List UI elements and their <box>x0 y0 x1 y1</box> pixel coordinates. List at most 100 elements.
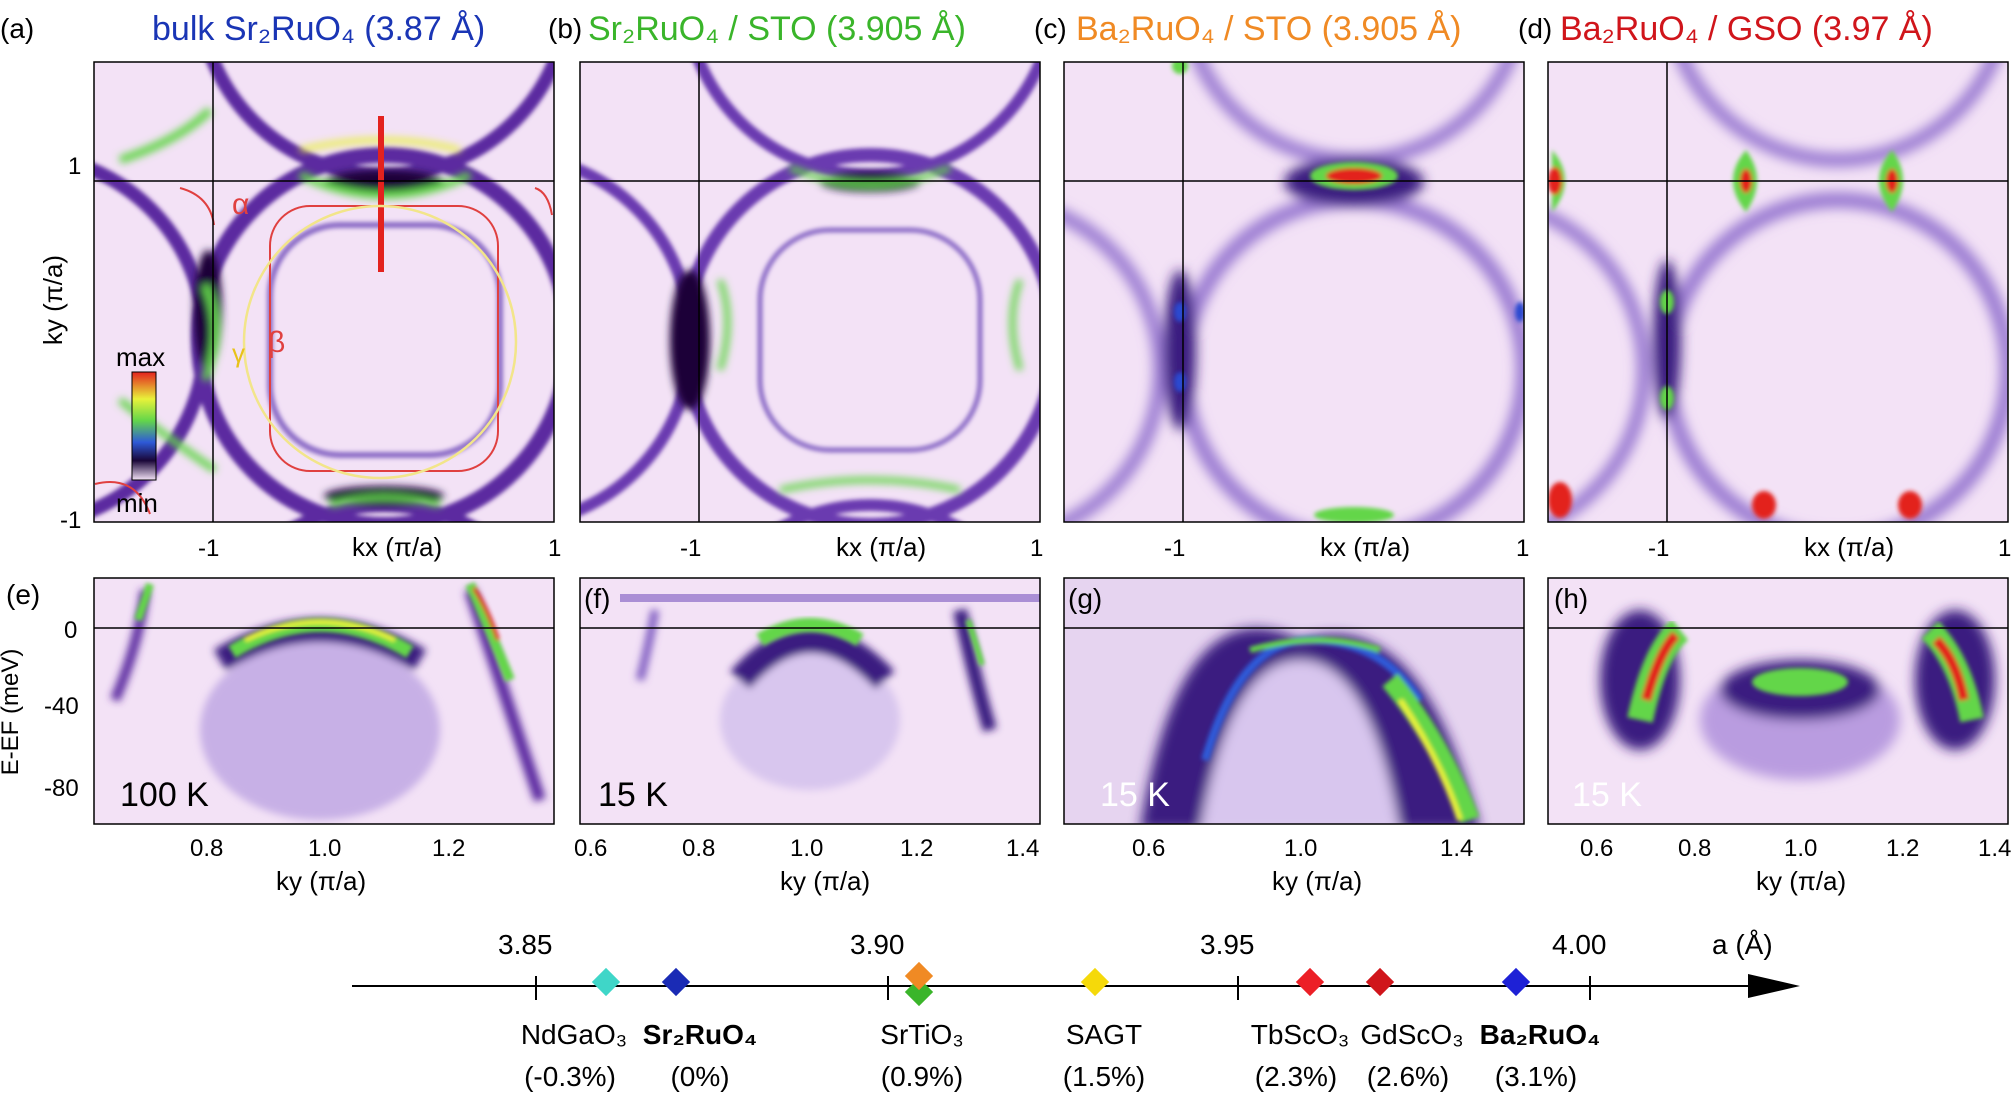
fermi-panel-b: (b) Sr₂RuO₄ / STO (3.905 Å) <box>548 10 1041 523</box>
xlabel-h: ky (π/a) <box>1756 866 1846 896</box>
substrate-strain-srtio3: (0.9%) <box>881 1061 963 1092</box>
xtick-f-1: 0.8 <box>682 835 715 862</box>
marker-srtio3-green <box>904 977 934 1007</box>
fermi-map-a <box>94 62 554 522</box>
dispersion-panel-h: (h) 15 K 0.6 0.8 1.0 1.2 1.4 ky (π/a) <box>1547 577 2011 896</box>
panel-title-b: Sr₂RuO₄ / STO (3.905 Å) <box>588 10 966 48</box>
lattice-axis: a (Å) 3.85 3.90 3.95 4.00 NdGaO₃ (-0.3%)… <box>352 929 1800 1092</box>
lattice-tick-2: 3.95 <box>1200 929 1255 960</box>
xtick-f-3: 1.2 <box>900 835 933 862</box>
dispersion-ytick-2: -80 <box>44 775 79 802</box>
xtick-h-2: 1.0 <box>1784 835 1817 862</box>
xtick-e-2: 1.2 <box>432 835 465 862</box>
xtick-g-2: 1.4 <box>1440 835 1473 862</box>
fermi-map-b <box>580 62 1040 522</box>
panel-title-c: Ba₂RuO₄ / STO (3.905 Å) <box>1076 10 1462 48</box>
fermi-xlabel-a: kx (π/a) <box>352 532 442 562</box>
xtick-e-0: 0.8 <box>190 835 223 862</box>
fermi-xtick-b-left: -1 <box>680 535 701 562</box>
xtick-h-3: 1.2 <box>1886 835 1919 862</box>
substrate-strain-tbsco3: (2.3%) <box>1255 1061 1337 1092</box>
lattice-tick-3: 4.00 <box>1552 929 1607 960</box>
fermi-xtick-b-right: 1 <box>1030 535 1043 562</box>
temperature-f: 15 K <box>598 776 668 814</box>
fermi-panel-c: (c) Ba₂RuO₄ / STO (3.905 Å) <box>1034 10 1525 523</box>
xlabel-f: ky (π/a) <box>780 866 870 896</box>
colorbar <box>131 371 157 481</box>
temperature-g: 15 K <box>1100 776 1170 814</box>
fermi-ytick-bottom: -1 <box>60 507 81 534</box>
xtick-h-0: 0.6 <box>1580 835 1613 862</box>
marker-ndgao3 <box>591 967 621 997</box>
dispersion-ytick-1: -40 <box>44 693 79 720</box>
substrate-name-ba2ruo4: Ba₂RuO₄ <box>1480 1019 1601 1050</box>
xtick-f-4: 1.4 <box>1006 835 1039 862</box>
substrate-name-ndgao3: NdGaO₃ <box>521 1019 627 1050</box>
marker-srtio3-orange <box>904 961 934 991</box>
dispersion-panel-e: (e) 100 K 0.8 1.0 1.2 ky (π/a) <box>6 577 555 896</box>
xtick-g-1: 1.0 <box>1284 835 1317 862</box>
axis-arrow-icon <box>1748 974 1800 998</box>
substrate-name-tbsco3: TbScO₃ <box>1251 1019 1350 1050</box>
xtick-h-1: 0.8 <box>1678 835 1711 862</box>
substrate-name-sagt: SAGT <box>1066 1019 1142 1050</box>
substrate-strain-sr2ruo4: (0%) <box>670 1061 729 1092</box>
fermi-xlabel-d: kx (π/a) <box>1804 532 1894 562</box>
substrate-name-sr2ruo4: Sr₂RuO₄ <box>643 1019 757 1050</box>
fermi-xlabel-c: kx (π/a) <box>1320 532 1410 562</box>
panel-title-d: Ba₂RuO₄ / GSO (3.97 Å) <box>1560 10 1933 48</box>
panel-letter-c: (c) <box>1034 13 1067 44</box>
dispersion-y-axis: E-EF (meV) 0 -40 -80 <box>0 617 79 802</box>
fermi-xtick-d-right: 1 <box>1998 535 2011 562</box>
dispersion-panel-g: (g) 15 K 0.6 1.0 1.4 ky (π/a) <box>1063 577 1525 896</box>
fermi-xtick-a-right: 1 <box>548 535 561 562</box>
panel-letter-b: (b) <box>548 13 582 44</box>
fermi-xtick-d-left: -1 <box>1648 535 1669 562</box>
xlabel-g: ky (π/a) <box>1272 866 1362 896</box>
fermi-panel-d: (d) Ba₂RuO₄ / GSO (3.97 Å) <box>1518 10 2009 523</box>
lattice-unit-label: a (Å) <box>1712 929 1773 960</box>
marker-tbsco3 <box>1295 967 1325 997</box>
substrate-strain-ba2ruo4: (3.1%) <box>1495 1061 1577 1092</box>
xlabel-e: ky (π/a) <box>276 866 366 896</box>
label-beta: β <box>268 326 285 359</box>
fermi-map-c <box>1064 62 1524 522</box>
marker-sagt <box>1080 967 1110 997</box>
panel-letter-h: (h) <box>1554 583 1588 614</box>
dispersion-panel-f: (f) 15 K 0.6 0.8 1.0 1.2 1.4 ky (π/a) <box>574 577 1041 896</box>
xtick-f-0: 0.6 <box>574 835 607 862</box>
xtick-e-1: 1.0 <box>308 835 341 862</box>
fermi-xtick-a-left: -1 <box>198 535 219 562</box>
fermi-ytick-top: 1 <box>68 153 81 180</box>
substrate-strain-sagt: (1.5%) <box>1063 1061 1145 1092</box>
colorbar-min-label: min <box>116 488 158 518</box>
panel-title-a: bulk Sr₂RuO₄ (3.87 Å) <box>152 10 485 48</box>
panel-letter-a: (a) <box>0 13 34 44</box>
panel-letter-d: (d) <box>1518 13 1552 44</box>
marker-sr2ruo4 <box>661 967 691 997</box>
substrate-name-srtio3: SrTiO₃ <box>880 1019 963 1050</box>
fermi-xtick-c-right: 1 <box>1516 535 1529 562</box>
label-alpha: α <box>232 188 249 221</box>
fermi-ylabel: ky (π/a) <box>38 255 68 345</box>
colorbar-max-label: max <box>116 342 165 372</box>
xtick-g-0: 0.6 <box>1132 835 1165 862</box>
fermi-axes-labels: ky (π/a) 1 -1 -1 kx (π/a) 1 -1 kx (π/a) … <box>38 153 2011 562</box>
fermi-panel-a: (a) bulk Sr₂RuO₄ (3.87 Å) <box>0 10 555 523</box>
marker-ba2ruo4 <box>1501 967 1531 997</box>
fermi-map-d <box>1548 62 2008 522</box>
fermi-xtick-c-left: -1 <box>1164 535 1185 562</box>
substrate-strain-gdsco3: (2.6%) <box>1367 1061 1449 1092</box>
fermi-xlabel-b: kx (π/a) <box>836 532 926 562</box>
lattice-tick-0: 3.85 <box>498 929 553 960</box>
lattice-tick-1: 3.90 <box>850 929 905 960</box>
temperature-h: 15 K <box>1572 776 1642 814</box>
marker-gdsco3 <box>1365 967 1395 997</box>
panel-letter-g: (g) <box>1068 583 1102 614</box>
xtick-h-4: 1.4 <box>1978 835 2011 862</box>
dispersion-ylabel: E-EF (meV) <box>0 649 24 776</box>
xtick-f-2: 1.0 <box>790 835 823 862</box>
panel-letter-f: (f) <box>584 583 610 614</box>
dispersion-ytick-0: 0 <box>64 617 77 644</box>
